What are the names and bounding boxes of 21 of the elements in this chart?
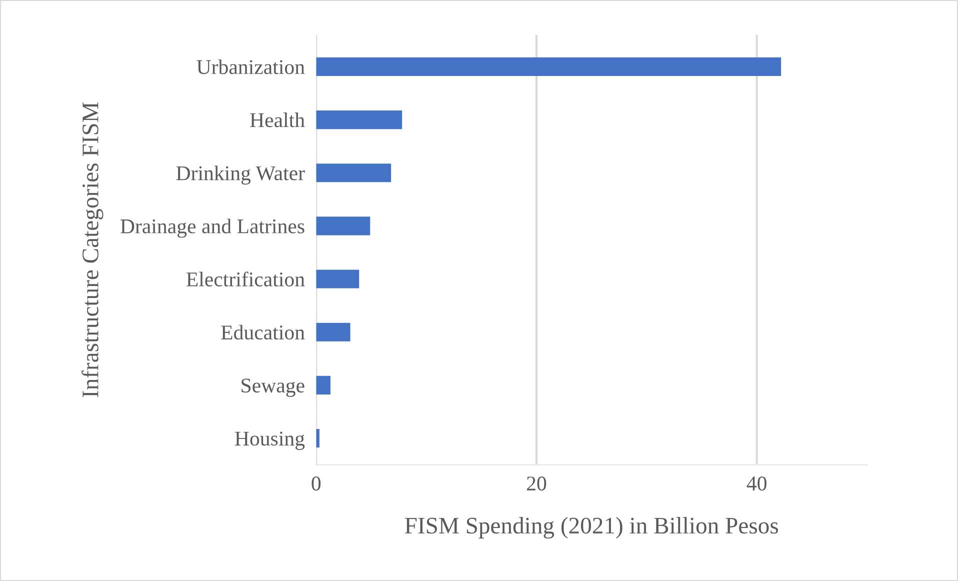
y-tick-label: Health xyxy=(250,112,305,128)
y-tick-label: Drainage and Latrines xyxy=(120,218,304,238)
y-tick-label: Electrification xyxy=(186,272,305,286)
bar xyxy=(316,322,350,342)
y-tick-label: Urbanization xyxy=(196,59,305,74)
bar xyxy=(316,164,392,182)
bar xyxy=(316,376,330,394)
x-tick-label: 0 xyxy=(312,476,321,491)
y-tick-label: Drinking Water xyxy=(176,166,305,185)
x-axis-title: FISM Spending (2021) in Billion Pesos xyxy=(404,517,778,539)
y-axis-title: Infrastructure Categories FISM xyxy=(82,102,104,398)
bar xyxy=(316,57,782,76)
bar xyxy=(316,110,402,130)
x-tick-label: 40 xyxy=(746,476,766,491)
y-tick-label: Education xyxy=(221,324,305,340)
bar xyxy=(316,428,320,448)
bar xyxy=(316,270,360,288)
y-tick-label: Sewage xyxy=(242,378,304,397)
bar xyxy=(316,216,370,236)
y-tick-label: Housing xyxy=(235,432,305,450)
x-tick-label: 20 xyxy=(526,476,546,491)
